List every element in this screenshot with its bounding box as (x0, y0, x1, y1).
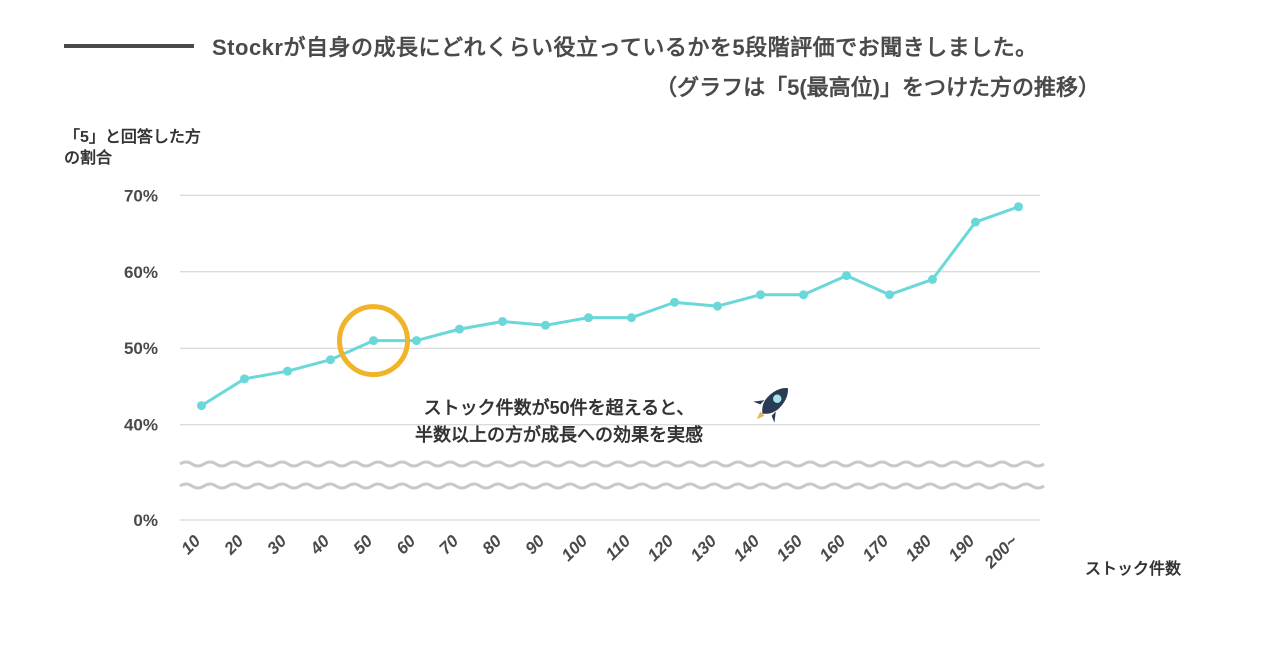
annotation-line2: 半数以上の方が成長への効果を実感 (415, 425, 703, 445)
annotation-line1: ストック件数が50件を超えると、 (424, 398, 695, 418)
svg-text:90: 90 (522, 531, 549, 558)
svg-text:0%: 0% (133, 511, 158, 530)
svg-text:40: 40 (306, 531, 334, 559)
svg-text:60%: 60% (124, 263, 158, 282)
svg-text:130: 130 (687, 531, 721, 565)
svg-text:60: 60 (393, 531, 420, 558)
chart-title-block: Stockrが自身の成長にどれくらい役立っているかを5段階評価でお聞きしました。… (64, 30, 1200, 102)
svg-text:70: 70 (436, 531, 463, 558)
title-rule (64, 44, 194, 48)
svg-text:50%: 50% (124, 339, 158, 358)
svg-text:30: 30 (264, 531, 291, 558)
svg-text:190: 190 (945, 531, 979, 565)
svg-text:50: 50 (350, 531, 377, 558)
svg-text:140: 140 (730, 531, 764, 565)
svg-text:110: 110 (602, 531, 635, 564)
title-text-line1: Stockrが自身の成長にどれくらい役立っているかを5段階評価でお聞きしました。 (212, 30, 1038, 62)
x-axis-title: ストック件数 (1085, 555, 1181, 579)
line-chart: 40%50%60%70%0%10203040506070809010011012… (170, 180, 1050, 550)
y-axis-title: 「5」と回答した方の割合 (64, 128, 201, 170)
svg-text:70%: 70% (124, 186, 158, 205)
chart-annotation: ストック件数が50件を超えると、 半数以上の方が成長への効果を実感 (415, 395, 703, 449)
svg-text:150: 150 (773, 531, 807, 565)
svg-text:180: 180 (902, 531, 936, 565)
svg-text:160: 160 (816, 531, 850, 565)
svg-text:20: 20 (220, 531, 248, 559)
svg-text:120: 120 (644, 531, 678, 565)
svg-text:200~: 200~ (980, 531, 1021, 572)
svg-text:80: 80 (479, 531, 506, 558)
svg-text:170: 170 (859, 531, 893, 565)
svg-text:10: 10 (178, 531, 205, 558)
title-text-line2: （グラフは「5(最高位)」をつけた方の推移） (64, 70, 1200, 102)
svg-text:40%: 40% (124, 416, 158, 435)
chart-svg: 40%50%60%70%0%10203040506070809010011012… (170, 180, 1050, 550)
svg-text:100: 100 (558, 531, 592, 565)
rocket-icon (750, 380, 796, 431)
